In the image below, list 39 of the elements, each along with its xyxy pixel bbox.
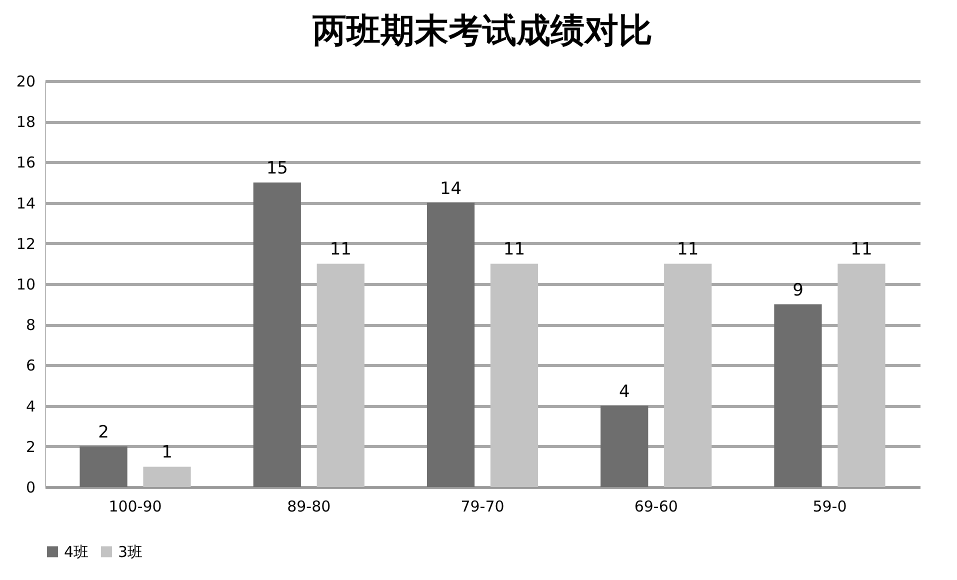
bar xyxy=(490,264,538,487)
y-tick-label: 2 xyxy=(26,438,36,456)
x-tick-label: 79-70 xyxy=(460,498,504,516)
x-tick-label: 69-60 xyxy=(634,498,678,516)
y-tick-label: 20 xyxy=(16,72,36,90)
data-label: 11 xyxy=(503,240,526,260)
bar xyxy=(253,182,301,487)
data-label: 15 xyxy=(266,158,288,178)
y-tick-label: 10 xyxy=(16,276,36,294)
bar xyxy=(774,304,822,487)
data-label: 4 xyxy=(618,382,630,402)
bar xyxy=(426,202,475,487)
y-tick-label: 8 xyxy=(26,316,36,334)
y-tick-label: 4 xyxy=(26,397,36,416)
data-label: 1 xyxy=(162,442,172,463)
bar xyxy=(664,264,712,487)
legend-label: 3班 xyxy=(118,542,143,561)
data-label: 11 xyxy=(677,240,699,260)
y-tick-label: 18 xyxy=(16,113,36,132)
data-label: 11 xyxy=(330,240,352,260)
data-label: 2 xyxy=(98,422,109,442)
x-tick-label: 100-90 xyxy=(108,498,162,516)
y-tick-label: 14 xyxy=(16,194,36,212)
chart-title: 两班期末考试成绩对比 xyxy=(312,11,652,51)
bar xyxy=(838,264,886,487)
data-label: 9 xyxy=(792,280,804,300)
bar xyxy=(600,406,648,487)
bar xyxy=(316,264,364,487)
bar xyxy=(80,446,128,487)
x-tick-label: 59-0 xyxy=(812,498,847,516)
y-tick-label: 6 xyxy=(26,356,36,375)
x-tick-label: 89-80 xyxy=(287,498,331,516)
y-tick-label: 12 xyxy=(16,234,36,253)
data-label: 11 xyxy=(850,240,872,260)
bar xyxy=(143,466,191,487)
legend-label: 4班 xyxy=(64,542,89,561)
y-tick-label: 0 xyxy=(26,478,36,496)
y-tick-label: 16 xyxy=(16,154,36,172)
data-label: 14 xyxy=(440,178,462,199)
